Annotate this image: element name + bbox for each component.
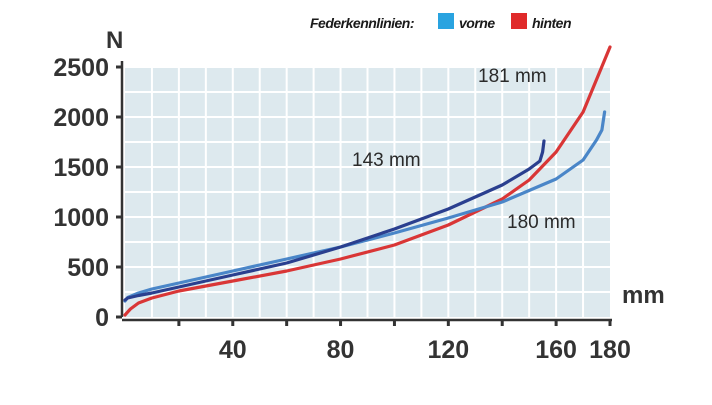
labels-group: 143 mm 180 mm 181 mm [352,66,576,233]
series-line-181-mm [123,45,612,317]
axes: 0 500 1000 1500 2000 2500 40 80 120 160 180 [53,54,630,364]
series-annotation-143-mm: 143 mm [352,150,421,171]
y-tick-label: 1500 [53,154,109,182]
y-tick-label: 2500 [53,54,109,82]
x-tick-label: 180 [589,336,631,364]
legend-label-vorne: vorne [459,15,495,31]
series-group [123,45,612,317]
legend: Federkennlinien: vorne hinten [310,13,572,31]
legend-title: Federkennlinien: [310,15,414,31]
y-tick-label: 1000 [53,204,109,232]
legend-label-hinten: hinten [532,15,571,31]
x-tick-label: 80 [327,336,355,364]
x-tick-label: 120 [427,336,469,364]
y-tick-label: 0 [95,304,109,332]
y-tick-label: 2000 [53,104,109,132]
y-tick-label: 500 [67,254,109,282]
series-annotation-181-mm: 181 mm [478,66,547,87]
legend-swatch-hinten [511,13,527,29]
x-tick-label: 40 [219,336,247,364]
y-axis-unit: N [106,27,123,54]
legend-swatch-vorne [438,13,454,29]
series-line-180-mm [123,110,607,303]
x-tick-label: 160 [535,336,577,364]
x-axis-unit: mm [622,282,665,309]
series-annotation-180-mm: 180 mm [507,212,576,233]
grid [125,66,610,317]
series-line-143-mm [123,139,546,302]
